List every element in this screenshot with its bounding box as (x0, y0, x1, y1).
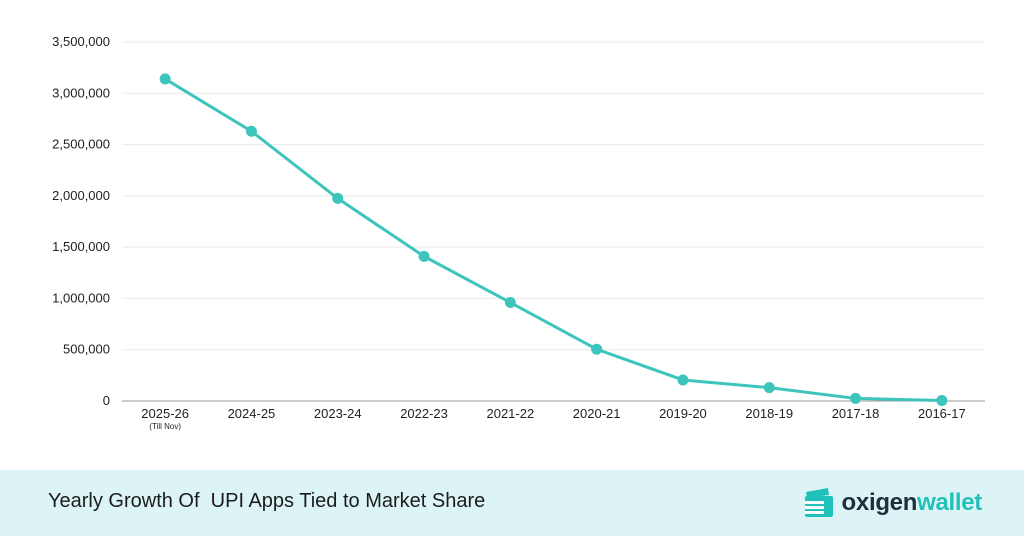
chart-area: 0 500,000 1,000,000 1,500,000 2,000,000 2,500… (52, 34, 985, 431)
data-point (850, 392, 862, 404)
data-point (418, 250, 430, 262)
y-tick-label: 1,500,000 (52, 239, 110, 254)
data-point (763, 382, 775, 394)
line-chart: 0 500,000 1,000,000 1,500,000 2,000,000 2,500… (52, 34, 985, 431)
x-tick-label: 2024-25 (228, 406, 276, 421)
footer-banner: Yearly Growth Of UPI Apps Tied to Market… (0, 470, 1024, 536)
data-point (936, 394, 948, 406)
x-tick-label: 2025-26 (141, 406, 189, 421)
data-point (332, 192, 344, 204)
y-tick-label: 2,000,000 (52, 188, 110, 203)
y-axis-ticks: 0 500,000 1,000,000 1,500,000 2,000,000 2,500… (52, 34, 110, 408)
data-point (159, 73, 171, 85)
series-points (159, 73, 948, 406)
y-tick-label: 500,000 (63, 342, 110, 357)
brand-name-part1: oxigen (841, 489, 918, 516)
data-point (504, 297, 516, 309)
wallet-logo-icon (804, 488, 833, 517)
brand-logo: oxigenwallet (802, 482, 982, 524)
x-axis-ticks: 2025-26(Till Nov) 2024-25 2023-24 2022-23 20… (141, 406, 965, 431)
series-line (164, 77, 942, 402)
brand-name: oxigenwallet (841, 489, 983, 517)
x-tick-note: (Till Nov) (149, 422, 181, 431)
y-tick-label: 2,500,000 (52, 137, 110, 152)
y-tick-label: 3,500,000 (52, 34, 110, 49)
data-point (677, 374, 689, 386)
x-tick-label: 2017-18 (832, 406, 880, 421)
y-tick-label: 0 (103, 393, 110, 408)
data-point (591, 343, 603, 355)
series-line-path (164, 77, 942, 402)
x-tick-label: 2016-17 (918, 406, 966, 421)
x-tick-label: 2023-24 (314, 406, 362, 421)
y-tick-label: 3,000,000 (52, 85, 110, 100)
gridlines (122, 41, 985, 402)
x-tick-label: 2020-21 (573, 406, 621, 421)
x-tick-label: 2018-19 (745, 406, 793, 421)
chart-title: Yearly Growth Of UPI Apps Tied to Market… (48, 490, 486, 512)
data-point (245, 125, 257, 137)
brand-name-part2: wallet (917, 489, 982, 516)
y-tick-label: 1,000,000 (52, 290, 110, 305)
x-tick-label: 2022-23 (400, 406, 448, 421)
x-tick-label: 2019-20 (659, 406, 707, 421)
x-tick-label: 2021-22 (486, 406, 534, 421)
